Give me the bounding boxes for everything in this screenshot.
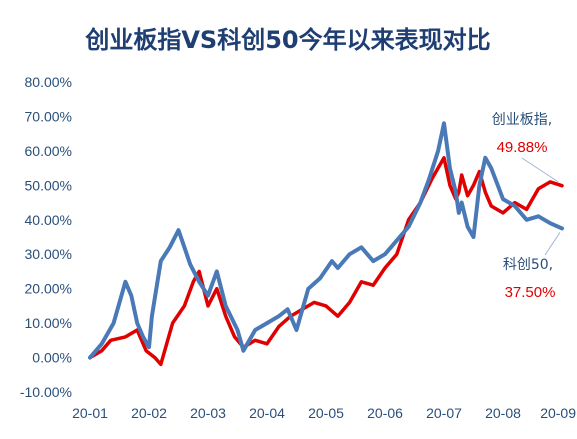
y-tick-label: 30.00% (25, 246, 72, 262)
annotation-name: 创业板指, (492, 112, 552, 128)
annotation-value: 49.88% (497, 139, 548, 156)
y-tick-label: -10.00% (20, 384, 72, 400)
x-tick-label: 20-03 (190, 405, 226, 421)
x-tick-label: 20-04 (249, 405, 285, 421)
series-layer (88, 121, 564, 367)
y-tick-label: 80.00% (25, 74, 72, 90)
x-axis: 20-01 20-02 20-03 20-04 20-05 20-06 20-07 20-08… (72, 405, 576, 421)
x-tick-label: 20-07 (426, 405, 462, 421)
y-tick-label: 40.00% (25, 212, 72, 228)
x-tick-label: 20-01 (72, 405, 108, 421)
annotation-name: 科创50, (503, 257, 553, 273)
annotation-pointer-line (544, 232, 561, 256)
x-tick-label: 20-02 (131, 405, 167, 421)
annotation-layer: 创业板指, 49.88% 科创50, 37.50% (492, 112, 561, 301)
series-line (88, 121, 564, 360)
x-tick-label: 20-05 (308, 405, 344, 421)
chart-title: 创业板指VS科创50今年以来表现对比 (84, 26, 490, 54)
y-tick-label: 50.00% (25, 177, 72, 193)
x-tick-label: 20-09 (540, 405, 576, 421)
y-axis: 80.00% 70.00% 60.00% 50.00% 40.00% 30.00% 20.0… (20, 74, 72, 400)
y-tick-label: 20.00% (25, 281, 72, 297)
x-tick-label: 20-08 (485, 405, 521, 421)
y-tick-label: 60.00% (25, 143, 72, 159)
y-tick-label: 0.00% (32, 350, 72, 366)
y-tick-label: 70.00% (25, 108, 72, 124)
x-tick-label: 20-06 (367, 405, 403, 421)
annotation-value: 37.50% (505, 284, 556, 301)
series-line (88, 156, 564, 367)
y-tick-label: 10.00% (25, 315, 72, 331)
annotation-pointer-line (521, 157, 559, 183)
